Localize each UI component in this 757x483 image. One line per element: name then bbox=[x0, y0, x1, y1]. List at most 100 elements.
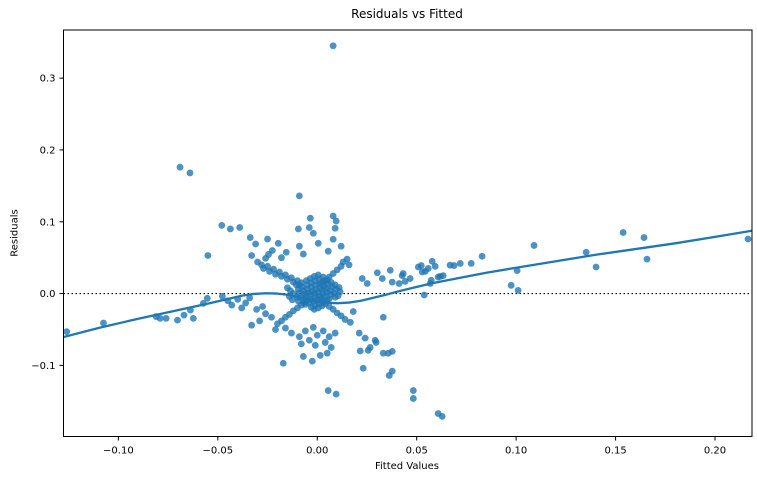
scatter-point bbox=[355, 329, 363, 337]
scatter-point bbox=[323, 349, 331, 357]
scatter-point bbox=[294, 225, 302, 233]
scatter-point bbox=[311, 341, 319, 349]
chart-title: Residuals vs Fitted bbox=[351, 7, 463, 21]
scatter-point bbox=[324, 387, 332, 394]
scatter-series-residuals bbox=[63, 42, 752, 420]
scatter-point bbox=[420, 291, 428, 299]
scatter-point bbox=[316, 351, 324, 359]
scatter-point bbox=[343, 255, 351, 263]
scatter-point bbox=[332, 217, 340, 225]
scatter-point bbox=[514, 286, 522, 294]
x-tick-label: −0.10 bbox=[103, 446, 134, 457]
scatter-point bbox=[256, 317, 263, 325]
scatter-point bbox=[299, 353, 307, 360]
scatter-point bbox=[162, 314, 170, 322]
scatter-point bbox=[325, 295, 333, 303]
scatter-point bbox=[431, 262, 439, 270]
scatter-point bbox=[324, 247, 332, 255]
scatter-point bbox=[643, 255, 651, 263]
scatter-point bbox=[253, 305, 261, 313]
scatter-point bbox=[507, 281, 515, 289]
scatter-point bbox=[337, 242, 345, 250]
scatter-point bbox=[248, 321, 256, 329]
scatter-point bbox=[297, 340, 305, 348]
scatter-point bbox=[282, 324, 289, 332]
y-tick-label: 0.2 bbox=[40, 145, 56, 156]
x-tick-label: −0.05 bbox=[202, 446, 233, 457]
scatter-point bbox=[180, 311, 188, 319]
scatter-point bbox=[174, 316, 181, 324]
scatter-point bbox=[409, 395, 417, 402]
scatter-point bbox=[226, 225, 234, 233]
x-tick-label: 0.00 bbox=[306, 446, 328, 457]
scatter-point bbox=[262, 310, 269, 318]
scatter-point bbox=[204, 252, 212, 259]
scatter-point bbox=[279, 359, 287, 367]
scatter-point bbox=[236, 224, 244, 231]
scatter-point bbox=[388, 367, 396, 375]
scatter-point bbox=[63, 328, 71, 336]
x-axis-label: Fitted Values bbox=[375, 461, 439, 472]
scatter-point bbox=[264, 235, 271, 243]
scatter-point bbox=[341, 316, 349, 323]
y-tick-label: −0.1 bbox=[31, 361, 55, 372]
scatter-point bbox=[305, 336, 313, 344]
scatter-point bbox=[592, 263, 600, 271]
scatter-point bbox=[456, 260, 464, 267]
scatter-point bbox=[218, 221, 226, 229]
scatter-point bbox=[478, 252, 486, 260]
x-tick-label: 0.15 bbox=[604, 446, 626, 457]
scatter-point bbox=[265, 251, 272, 258]
x-tick-label: 0.05 bbox=[406, 446, 428, 457]
scatter-point bbox=[309, 323, 317, 331]
scatter-point bbox=[329, 212, 337, 220]
scatter-point bbox=[332, 390, 340, 398]
scatter-point bbox=[358, 275, 366, 282]
scatter-point bbox=[401, 277, 409, 285]
scatter-point bbox=[438, 412, 446, 420]
scatter-point bbox=[313, 331, 321, 339]
scatter-point bbox=[295, 242, 303, 250]
scatter-point bbox=[409, 387, 417, 394]
scatter-point bbox=[364, 346, 372, 354]
scatter-point bbox=[399, 270, 407, 277]
scatter-point bbox=[228, 301, 236, 309]
scatter-point bbox=[379, 313, 387, 321]
scatter-point bbox=[361, 334, 369, 342]
scatter-point bbox=[450, 262, 458, 269]
scatter-point bbox=[331, 224, 339, 232]
scatter-point bbox=[274, 239, 282, 247]
scatter-point bbox=[295, 192, 303, 200]
scatter-point bbox=[363, 280, 371, 287]
scatter-point bbox=[439, 272, 447, 280]
scatter-point bbox=[318, 302, 326, 310]
scatter-point bbox=[309, 229, 317, 237]
scatter-point bbox=[325, 333, 333, 341]
scatter-point bbox=[331, 329, 339, 337]
scatter-point bbox=[288, 329, 295, 337]
scatter-point bbox=[582, 248, 590, 256]
x-tick-label: 0.10 bbox=[505, 446, 527, 457]
y-tick-label: 0.0 bbox=[40, 289, 56, 300]
scatter-point bbox=[346, 318, 354, 326]
scatter-point bbox=[329, 235, 337, 243]
scatter-point bbox=[308, 357, 316, 365]
scatter-point bbox=[530, 242, 538, 249]
scatter-point bbox=[378, 275, 386, 282]
scatter-point bbox=[156, 314, 164, 322]
scatter-point bbox=[246, 234, 254, 241]
scatter-point bbox=[278, 254, 285, 262]
scatter-point bbox=[305, 224, 313, 231]
scatter-point bbox=[379, 349, 387, 357]
scatter-point bbox=[327, 344, 335, 351]
scatter-point bbox=[219, 292, 226, 300]
scatter-point bbox=[467, 260, 475, 267]
scatter-point bbox=[238, 304, 246, 312]
scatter-point bbox=[406, 275, 414, 282]
scatter-point bbox=[295, 333, 303, 341]
scatter-point bbox=[428, 257, 436, 265]
scatter-point bbox=[321, 339, 329, 346]
scatter-point bbox=[388, 347, 396, 355]
